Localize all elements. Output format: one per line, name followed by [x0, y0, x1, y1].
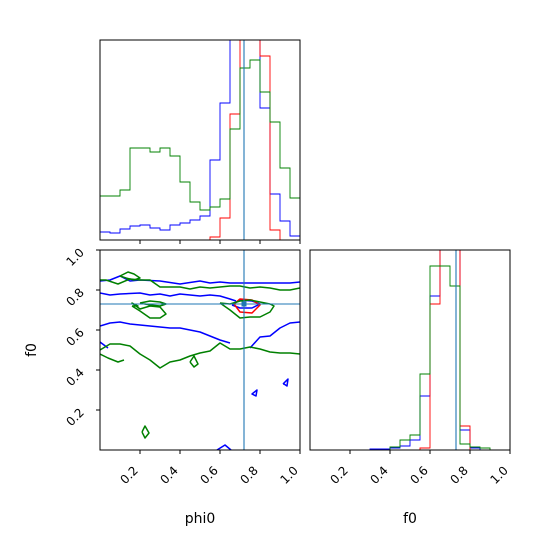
contour-frame [99, 249, 301, 451]
phi0-hist-step-red [100, 40, 300, 240]
contour-green-15 [100, 342, 300, 369]
phi0-histogram-frame [99, 39, 301, 241]
truth-marker [241, 301, 247, 307]
f0-histogram-frame [309, 249, 511, 451]
contour-red-9 [233, 298, 261, 314]
contour-blue-7 [282, 378, 289, 387]
f0-hist-step-green [310, 265, 510, 450]
phi0-hist-step-green [100, 59, 300, 240]
x-axis-label-phi0: phi0 [185, 511, 216, 527]
contour-green-16 [100, 353, 125, 363]
contour-green-11 [119, 271, 141, 281]
f0-histogram-series [310, 250, 510, 450]
y-axis-label-f0: f0 [24, 343, 40, 357]
contour-blue-5 [216, 444, 232, 450]
contour-green-17 [189, 355, 199, 368]
phi0-histogram-ticks [139, 240, 301, 244]
contour-green-18 [141, 425, 150, 439]
phi0-histogram-panel [99, 39, 301, 244]
contour-blue-3 [249, 321, 300, 349]
x-axis-label-f0: f0 [403, 511, 417, 527]
contour-blue-2 [100, 321, 231, 344]
truth-crosshair [100, 250, 300, 450]
contour-blue-6 [251, 389, 258, 397]
contour-blue-4 [100, 341, 109, 349]
contour-blue-1 [100, 292, 237, 302]
phi0-histogram-series [100, 40, 300, 240]
contour-green-14 [219, 299, 275, 319]
